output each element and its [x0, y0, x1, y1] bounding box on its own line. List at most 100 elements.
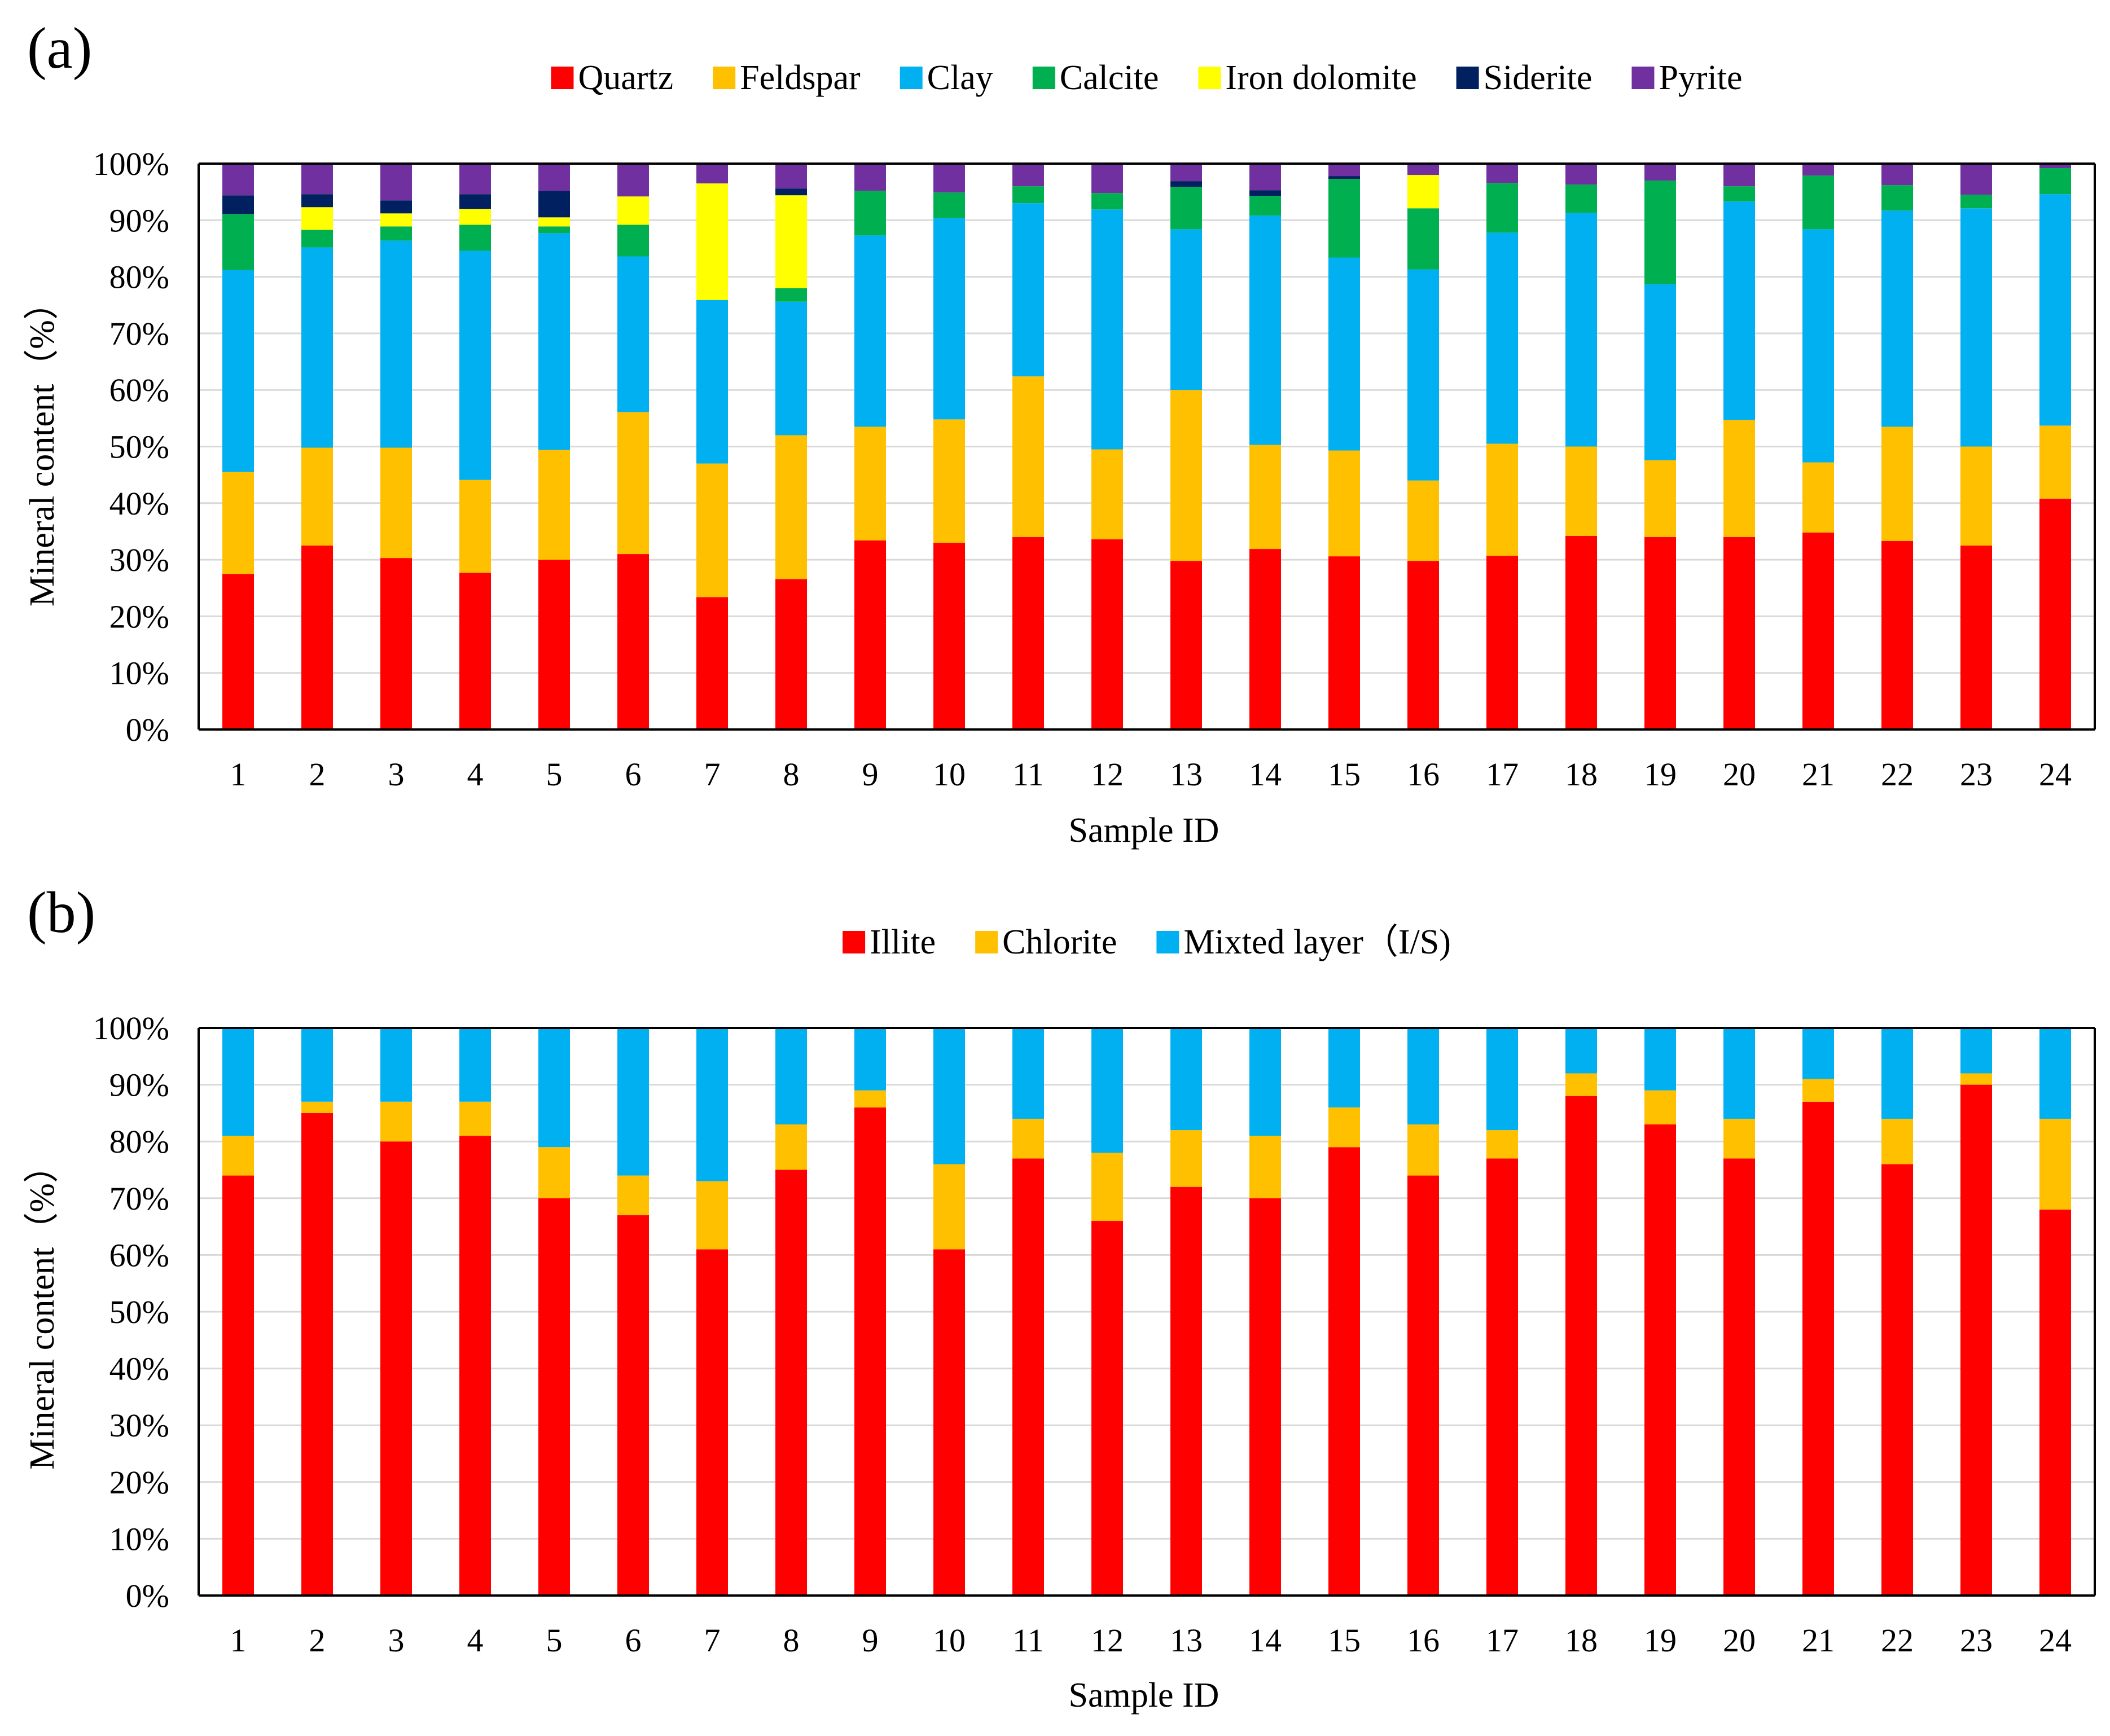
x-tick-label: 24: [2039, 756, 2072, 793]
legend-label: Calcite: [1060, 59, 1159, 97]
bar-segment-mixted-layer-i-s-sample-23: [1960, 1028, 1992, 1074]
bar-segment-feldspar-sample-7: [696, 463, 728, 597]
legend-label: Feldspar: [740, 59, 861, 97]
bar-segment-calcite-sample-9: [854, 191, 886, 236]
y-tick-label: 0%: [126, 711, 169, 748]
legend-label: Illite: [870, 923, 936, 961]
bar-segment-mixted-layer-i-s-sample-3: [380, 1028, 412, 1102]
bar-segment-mixted-layer-i-s-sample-8: [775, 1028, 807, 1125]
bar-segment-pyrite-sample-17: [1486, 164, 1518, 183]
bar-segment-pyrite-sample-16: [1407, 164, 1439, 175]
x-tick-label: 17: [1486, 756, 1519, 793]
x-tick-label: 13: [1170, 1622, 1203, 1659]
bar-segment-calcite-sample-18: [1565, 184, 1597, 213]
x-tick-label: 21: [1802, 1622, 1835, 1659]
bar-segment-siderite-sample-14: [1249, 190, 1281, 196]
bar-segment-calcite-sample-15: [1328, 179, 1360, 258]
y-axis-title-a: Mineral content（%）: [23, 285, 62, 606]
bar-segment-chlorite-sample-3: [380, 1101, 412, 1142]
y-tick-label: 70%: [109, 1180, 169, 1217]
bar-segment-clay-sample-21: [1802, 229, 1834, 463]
bar-segment-chlorite-sample-2: [301, 1101, 333, 1113]
bar-segment-clay-sample-6: [617, 256, 649, 412]
bar-segment-mixted-layer-i-s-sample-19: [1644, 1028, 1676, 1091]
legend-swatch: [843, 931, 866, 953]
y-tick-label: 60%: [109, 1237, 169, 1273]
x-tick-label: 9: [862, 756, 879, 793]
legend-label: Quartz: [578, 59, 673, 97]
bar-segment-illite-sample-15: [1328, 1147, 1360, 1596]
y-tick-label: 30%: [109, 542, 169, 578]
x-tick-label: 15: [1328, 756, 1361, 793]
bar-segment-chlorite-sample-18: [1565, 1073, 1597, 1096]
bar-segment-pyrite-sample-23: [1960, 164, 1992, 195]
x-tick-label: 9: [862, 1622, 879, 1659]
y-tick-label: 10%: [109, 655, 169, 692]
bar-segment-iron-dolomite-sample-2: [301, 207, 333, 230]
chart-panel-b: (b) Illite Chlorite Mixted layer（I/S) 0%10…: [23, 880, 2096, 1715]
bar-segment-quartz-sample-8: [775, 579, 807, 729]
bar-segment-siderite-sample-5: [538, 191, 570, 218]
legend-item-calcite: Calcite: [1032, 59, 1159, 97]
x-tick-label: 11: [1012, 1622, 1044, 1659]
legend-label: Pyrite: [1659, 59, 1742, 97]
legend-item-clay: Clay: [900, 59, 993, 97]
bar-segment-feldspar-sample-14: [1249, 445, 1281, 550]
bar-segment-calcite-sample-5: [538, 226, 570, 234]
bar-segment-calcite-sample-20: [1723, 186, 1755, 202]
bar-segment-quartz-sample-5: [538, 560, 570, 729]
bar-segment-illite-sample-11: [1012, 1158, 1044, 1596]
bar-segment-clay-sample-19: [1644, 284, 1676, 460]
x-tick-label: 12: [1091, 1622, 1124, 1659]
x-tick-label: 11: [1012, 756, 1044, 793]
bar-segment-clay-sample-7: [696, 300, 728, 464]
bar-segment-feldspar-sample-10: [933, 419, 965, 543]
bar-segment-mixted-layer-i-s-sample-24: [2039, 1028, 2071, 1119]
bar-segment-chlorite-sample-19: [1644, 1090, 1676, 1125]
legend-swatch: [551, 67, 574, 89]
bar-segment-illite-sample-22: [1881, 1164, 1913, 1596]
x-tick-label: 17: [1486, 1622, 1519, 1659]
bar-segment-feldspar-sample-22: [1881, 427, 1913, 542]
bar-segment-pyrite-sample-3: [380, 164, 412, 201]
y-tick-label: 50%: [109, 1294, 169, 1330]
bar-segment-chlorite-sample-8: [775, 1124, 807, 1170]
bar-segment-chlorite-sample-17: [1486, 1130, 1518, 1159]
bar-segment-quartz-sample-11: [1012, 537, 1044, 729]
bar-segment-chlorite-sample-4: [459, 1101, 491, 1136]
bar-segment-siderite-sample-15: [1328, 176, 1360, 179]
x-tick-label: 5: [546, 756, 563, 793]
bar-segment-mixted-layer-i-s-sample-15: [1328, 1028, 1360, 1107]
bar-segment-calcite-sample-12: [1091, 193, 1123, 210]
legend-swatch: [900, 67, 923, 89]
x-tick-label: 22: [1881, 1622, 1914, 1659]
legend-swatch: [1032, 67, 1055, 89]
bar-segment-iron-dolomite-sample-16: [1407, 175, 1439, 209]
bar-segment-illite-sample-14: [1249, 1198, 1281, 1596]
bars-a: [222, 164, 2071, 729]
legend-item-quartz: Quartz: [551, 59, 673, 97]
bar-segment-feldspar-sample-4: [459, 480, 491, 573]
bar-segment-quartz-sample-22: [1881, 541, 1913, 729]
bar-segment-chlorite-sample-7: [696, 1181, 728, 1250]
bar-segment-quartz-sample-9: [854, 540, 886, 729]
bar-segment-illite-sample-19: [1644, 1124, 1676, 1596]
bar-segment-feldspar-sample-17: [1486, 443, 1518, 556]
bar-segment-siderite-sample-2: [301, 194, 333, 208]
bar-segment-siderite-sample-1: [222, 195, 254, 214]
bar-segment-quartz-sample-18: [1565, 535, 1597, 729]
x-tick-label: 7: [704, 756, 721, 793]
legend-swatch: [713, 67, 736, 89]
bar-segment-illite-sample-16: [1407, 1175, 1439, 1596]
bar-segment-chlorite-sample-22: [1881, 1118, 1913, 1164]
x-tick-label: 6: [625, 756, 642, 793]
bar-segment-pyrite-sample-13: [1170, 164, 1202, 182]
x-tick-label: 1: [230, 756, 247, 793]
legend-item-pyrite: Pyrite: [1631, 59, 1743, 97]
bar-segment-chlorite-sample-9: [854, 1090, 886, 1107]
bar-segment-illite-sample-18: [1565, 1096, 1597, 1596]
bar-segment-mixted-layer-i-s-sample-13: [1170, 1028, 1202, 1131]
bar-segment-clay-sample-14: [1249, 216, 1281, 445]
bar-segment-pyrite-sample-12: [1091, 164, 1123, 194]
